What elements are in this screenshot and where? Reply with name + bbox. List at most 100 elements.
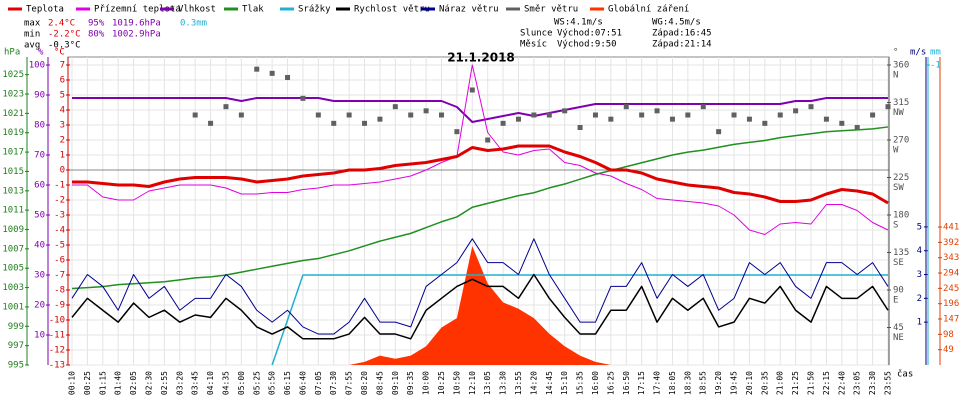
point [392, 104, 398, 110]
point [331, 120, 337, 126]
x-tick-label: 06:40 [298, 371, 307, 395]
y-tick-label: 1019 [2, 128, 24, 138]
astro: Východ:9:50 [557, 40, 617, 50]
y-tick-label: -12 [49, 346, 65, 356]
point [208, 120, 214, 126]
x-tick-label: 17:40 [653, 371, 662, 395]
y-tick-label: 1 [917, 318, 922, 328]
y-tick-label: 441 [943, 223, 959, 233]
x-tick-label: 03:20 [175, 371, 184, 395]
x-tick-label: 17:15 [637, 371, 646, 395]
y-tick-label: 225 [893, 173, 909, 183]
axis-title: °C [54, 48, 65, 58]
legend-label: Srážky [298, 5, 331, 15]
legend-label: Globální záření [608, 5, 689, 15]
point [346, 112, 352, 118]
y-tick-label: 80 [34, 121, 45, 131]
point [777, 112, 783, 118]
y-tick-label: 70 [34, 151, 45, 161]
y-tick-label: 60 [34, 181, 45, 191]
y-tick-label: 1009 [2, 225, 24, 235]
point [377, 116, 383, 122]
x-tick-label: 13:05 [483, 371, 492, 395]
y-tick-label: 2 [917, 294, 922, 304]
stat-label: avg [24, 41, 40, 51]
x-tick-label: 14:45 [545, 371, 554, 395]
chart-title: 21.1.2018 [447, 51, 515, 65]
y-tick-label: -3 [54, 211, 65, 221]
point [315, 112, 321, 118]
point [469, 87, 475, 93]
point [608, 116, 614, 122]
astro: Západ:21:14 [652, 40, 712, 50]
y-tick-label: 1015 [2, 167, 24, 177]
x-axis-title: čas [897, 369, 913, 380]
astro: Západ:16:45 [652, 29, 712, 39]
point [669, 116, 675, 122]
y-tick-label: 90 [893, 286, 904, 296]
y-tick-label: 2 [60, 136, 65, 146]
point [823, 116, 829, 122]
x-tick-label: 16:50 [622, 371, 631, 395]
x-tick-label: 21:00 [776, 371, 785, 395]
y-tick-dir: SE [893, 258, 904, 268]
y-tick-label: 343 [943, 253, 959, 263]
point [562, 108, 568, 114]
x-tick-label: 04:35 [221, 371, 230, 395]
x-tick-label: 02:55 [160, 371, 169, 395]
axis-title: ° [893, 48, 898, 58]
x-tick-label: 21:50 [807, 371, 816, 395]
stats: max 2.4°C 95% 1019.6hPa 0.3mm min -2.2°C… [24, 18, 712, 51]
point [485, 137, 491, 143]
axis-title: m/s [910, 48, 926, 58]
point [793, 108, 799, 114]
y-tick-label: -10 [49, 316, 65, 326]
line [72, 144, 889, 205]
y-tick-label: 1001 [2, 302, 24, 312]
y-tick-label: 40 [34, 241, 45, 251]
x-tick-label: 23:55 [884, 371, 893, 395]
stat: 0.3mm [180, 19, 207, 29]
point [623, 104, 629, 110]
y-tick-label: 1017 [2, 148, 24, 158]
point [746, 116, 752, 122]
x-tick-label: 15:35 [576, 371, 585, 395]
x-tick-label: 20:35 [760, 371, 769, 395]
y-tick-label: 50 [34, 211, 45, 221]
legend-label: Náraz větru [439, 5, 499, 15]
point [192, 112, 198, 118]
point [254, 66, 260, 72]
point [238, 112, 244, 118]
y-tick-label: 30 [34, 271, 45, 281]
x-tick-label: 05:50 [268, 371, 277, 395]
axis-title: mm [930, 48, 941, 58]
point [223, 104, 229, 110]
y-tick-label: 997 [8, 341, 24, 351]
y-tick-dir: S [893, 221, 898, 231]
point [592, 112, 598, 118]
point [654, 108, 660, 114]
point [731, 112, 737, 118]
legend-label: Teplota [26, 5, 64, 15]
astro: WS:4.1m/s [554, 18, 603, 28]
x-tick-label: 10:50 [452, 371, 461, 395]
stat: 80% [88, 30, 105, 40]
astro: Měsíc [520, 40, 547, 50]
x-tick-label: 16:25 [606, 371, 615, 395]
y-tick-label: -1 [54, 181, 65, 191]
line [71, 273, 889, 340]
y-tick-label: 995 [8, 361, 24, 371]
point [870, 112, 876, 118]
astro: Východ:07:51 [557, 29, 622, 39]
stat: -2.2°C [48, 30, 81, 40]
y-tick-dir: NW [893, 108, 904, 118]
point [269, 70, 275, 76]
y-tick-label: 3 [917, 270, 922, 280]
x-tick-label: 04:10 [206, 371, 215, 395]
x-tick-label: 01:40 [114, 371, 123, 395]
line [71, 126, 889, 290]
x-tick-label: 10:25 [437, 371, 446, 395]
x-tick-label: 18:05 [668, 371, 677, 395]
line [71, 238, 889, 335]
